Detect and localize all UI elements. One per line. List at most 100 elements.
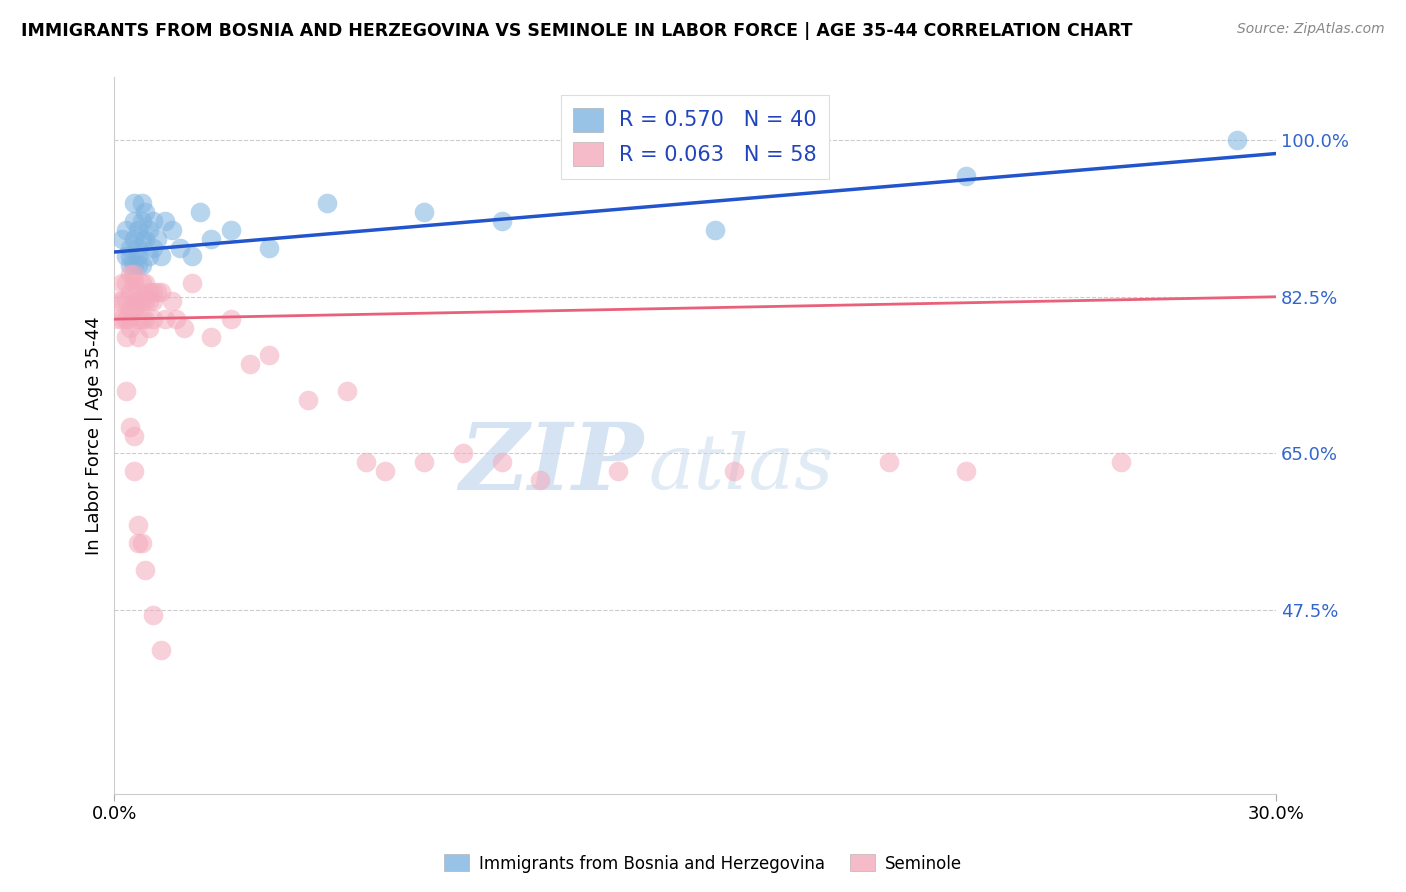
Point <box>259 241 281 255</box>
Point <box>180 277 202 291</box>
Point <box>200 330 222 344</box>
Point <box>239 357 262 371</box>
Point <box>146 285 169 300</box>
Point <box>259 348 281 362</box>
Point <box>118 321 141 335</box>
Point <box>131 195 153 210</box>
Point <box>219 222 242 236</box>
Point <box>127 536 149 550</box>
Point <box>134 231 156 245</box>
Legend: Immigrants from Bosnia and Herzegovina, Seminole: Immigrants from Bosnia and Herzegovina, … <box>437 847 969 880</box>
Point <box>491 213 513 227</box>
Point <box>127 330 149 344</box>
Point <box>127 222 149 236</box>
Point <box>451 446 474 460</box>
Point <box>138 250 160 264</box>
Point <box>180 250 202 264</box>
Point <box>107 312 129 326</box>
Point <box>127 241 149 255</box>
Point <box>122 231 145 245</box>
Point <box>131 259 153 273</box>
Point <box>354 455 377 469</box>
Point <box>138 285 160 300</box>
Point <box>118 241 141 255</box>
Point <box>131 213 153 227</box>
Point <box>122 213 145 227</box>
Point <box>165 312 187 326</box>
Point <box>149 643 172 657</box>
Point <box>169 241 191 255</box>
Text: atlas: atlas <box>648 431 834 505</box>
Point <box>142 213 165 227</box>
Point <box>115 250 138 264</box>
Point <box>134 277 156 291</box>
Point <box>200 231 222 245</box>
Point <box>149 285 172 300</box>
Point <box>188 204 211 219</box>
Point <box>316 195 339 210</box>
Point <box>127 250 149 264</box>
Point <box>153 312 176 326</box>
Point <box>336 384 359 398</box>
Point <box>142 285 165 300</box>
Point <box>127 259 149 273</box>
Point <box>111 294 134 309</box>
Point <box>122 277 145 291</box>
Point <box>115 277 138 291</box>
Point <box>131 536 153 550</box>
Point <box>146 231 169 245</box>
Point <box>134 312 156 326</box>
Point <box>122 268 145 282</box>
Point <box>122 464 145 478</box>
Point <box>131 277 153 291</box>
Point <box>723 464 745 478</box>
Point <box>297 392 319 407</box>
Y-axis label: In Labor Force | Age 35-44: In Labor Force | Age 35-44 <box>86 317 103 555</box>
Point <box>118 259 141 273</box>
Point <box>118 285 141 300</box>
Point <box>118 250 141 264</box>
Text: Source: ZipAtlas.com: Source: ZipAtlas.com <box>1237 22 1385 37</box>
Point <box>111 231 134 245</box>
Point <box>703 222 725 236</box>
Point <box>122 195 145 210</box>
Point <box>529 473 551 487</box>
Point <box>955 464 977 478</box>
Point <box>127 294 149 309</box>
Point <box>115 384 138 398</box>
Point <box>115 222 138 236</box>
Point <box>131 294 153 309</box>
Point <box>219 312 242 326</box>
Point <box>374 464 396 478</box>
Point <box>413 204 436 219</box>
Point <box>1226 133 1249 147</box>
Point <box>142 241 165 255</box>
Point <box>127 312 149 326</box>
Point <box>107 294 129 309</box>
Point <box>138 321 160 335</box>
Point <box>162 222 184 236</box>
Point <box>138 222 160 236</box>
Point <box>122 294 145 309</box>
Point <box>153 213 176 227</box>
Point <box>162 294 184 309</box>
Point <box>955 169 977 183</box>
Point <box>115 294 138 309</box>
Point <box>131 312 153 326</box>
Point <box>122 259 145 273</box>
Point <box>122 428 145 442</box>
Point <box>142 312 165 326</box>
Point <box>131 231 153 245</box>
Point <box>173 321 195 335</box>
Point <box>118 312 141 326</box>
Point <box>149 250 172 264</box>
Point <box>142 294 165 309</box>
Point <box>127 285 149 300</box>
Point <box>138 294 160 309</box>
Point <box>491 455 513 469</box>
Point <box>115 312 138 326</box>
Point <box>115 330 138 344</box>
Text: ZIP: ZIP <box>458 419 643 509</box>
Point <box>134 294 156 309</box>
Point <box>877 455 900 469</box>
